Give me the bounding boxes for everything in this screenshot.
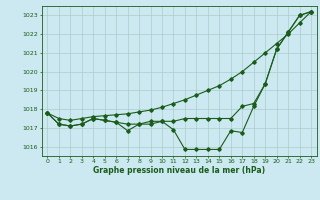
X-axis label: Graphe pression niveau de la mer (hPa): Graphe pression niveau de la mer (hPa)	[93, 166, 265, 175]
